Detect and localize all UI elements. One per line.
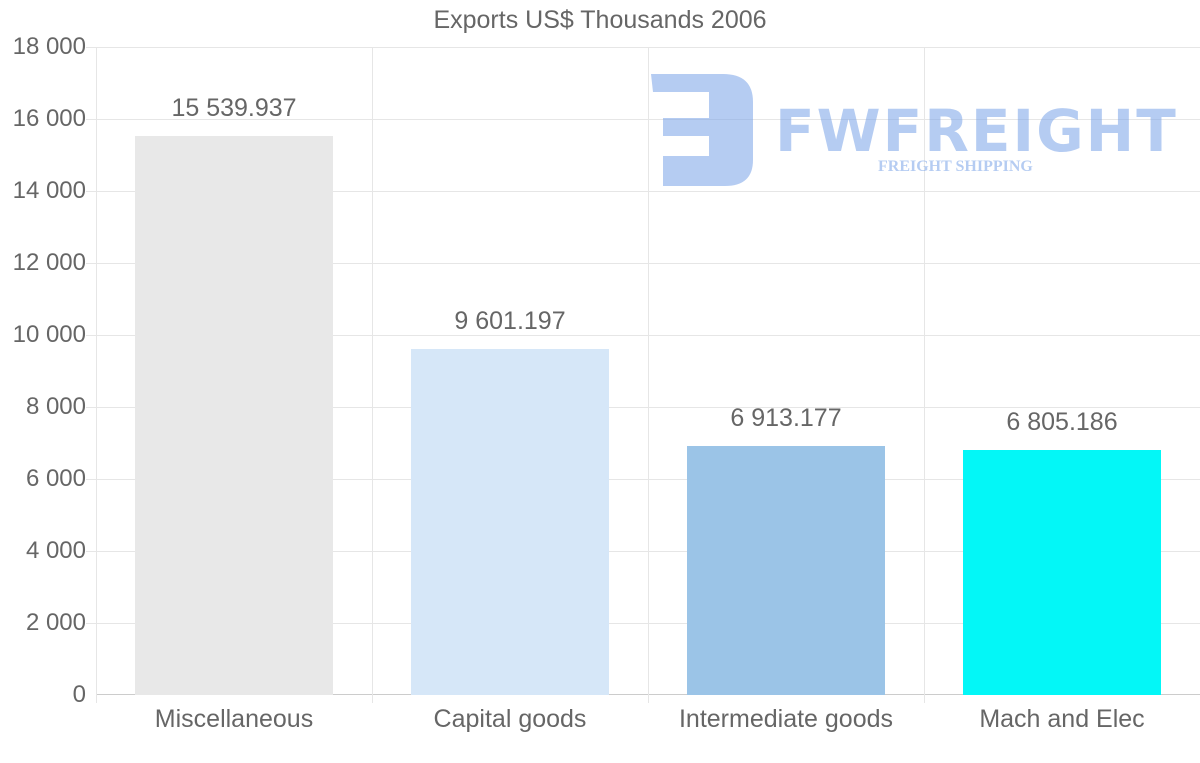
y-tick-label: 8 000 [25, 393, 86, 420]
x-tick-label: Capital goods [433, 705, 587, 733]
gridline-x [924, 47, 925, 703]
gridline-x [372, 47, 373, 703]
bar-value-label: 15 539.937 [171, 93, 297, 122]
gridline-x [96, 47, 97, 703]
gridline-y [86, 335, 1200, 336]
y-tick-label: 4 000 [25, 537, 86, 564]
y-tick-label: 10 000 [12, 321, 86, 348]
watermark-tagline: FREIGHT SHIPPING [878, 158, 1033, 175]
bar-value-label: 6 913.177 [730, 404, 842, 433]
bar-miscellaneous[interactable] [135, 135, 333, 695]
y-tick-label: 14 000 [12, 177, 86, 204]
x-tick-label: Intermediate goods [678, 705, 894, 733]
fwfreight-logo-icon [651, 74, 753, 186]
watermark-brand: FWFREIGHT [775, 97, 1178, 165]
y-tick-label: 12 000 [12, 249, 86, 276]
gridline-y [86, 551, 1200, 552]
gridline-x [648, 47, 649, 703]
y-tick-label: 0 [72, 681, 86, 708]
plot-area: 15 539.937 9 601.197 6 913.177 6 805.186 [86, 47, 1200, 703]
gridline-y [86, 47, 1200, 48]
gridline-y [86, 479, 1200, 480]
watermark-logo: FWFREIGHT FREIGHT SHIPPING [645, 72, 1176, 190]
chart-title: Exports US$ Thousands 2006 [433, 6, 767, 34]
bar-capital-goods[interactable] [411, 349, 609, 695]
gridline-y [86, 191, 1200, 192]
gridline-y [86, 119, 1200, 120]
gridline-y [86, 263, 1200, 264]
x-tick-label: Mach and Elec [979, 705, 1145, 733]
bar-intermediate-goods[interactable] [687, 446, 885, 695]
x-tick-label: Miscellaneous [154, 705, 314, 733]
y-tick-label: 16 000 [12, 105, 86, 132]
gridline-y [86, 407, 1200, 408]
gridline-y [86, 623, 1200, 624]
bar-value-label: 6 805.186 [1006, 408, 1118, 436]
y-tick-label: 18 000 [12, 33, 86, 60]
y-tick-label: 6 000 [25, 465, 86, 492]
y-tick-label: 2 000 [25, 609, 86, 636]
bar-mach-and-elec[interactable] [963, 450, 1161, 695]
bar-value-label: 9 601.197 [454, 307, 566, 336]
